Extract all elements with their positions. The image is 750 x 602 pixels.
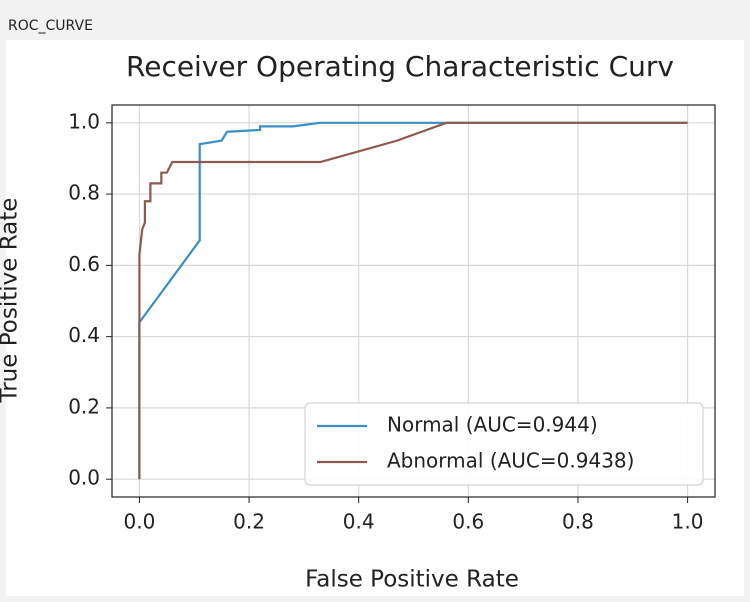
x-axis-label: False Positive Rate [305,567,519,593]
y-tick-label: 0.6 [68,252,100,276]
panel-title: ROC_CURVE [8,18,93,34]
chart-background [6,40,744,596]
legend-label: Normal (AUC=0.944) [387,413,598,437]
legend-box [304,402,704,486]
y-tick-label: 0.4 [68,323,100,347]
roc-line [138,121,688,480]
chart-title: Receiver Operating Characteristic Curv [126,50,674,83]
x-tick-label: 0.6 [452,510,484,534]
roc-line [138,121,688,480]
plot-frame [111,104,716,498]
x-tick-label: 0.2 [233,510,265,534]
y-axis-label: True Positive Rate [0,198,23,404]
y-tick-label: 0.8 [68,181,100,205]
x-tick-label: 0.8 [562,510,594,534]
x-tick-label: 1.0 [672,510,704,534]
y-tick-label: 0.0 [68,466,100,490]
x-tick-label: 0.0 [124,510,156,534]
y-tick-label: 1.0 [68,109,100,133]
x-tick-label: 0.4 [343,510,375,534]
legend-label: Abnormal (AUC=0.9438) [387,449,634,473]
y-tick-label: 0.2 [68,394,100,418]
legend: Normal (AUC=0.944) Abnormal (AUC=0.9438) [304,402,704,486]
